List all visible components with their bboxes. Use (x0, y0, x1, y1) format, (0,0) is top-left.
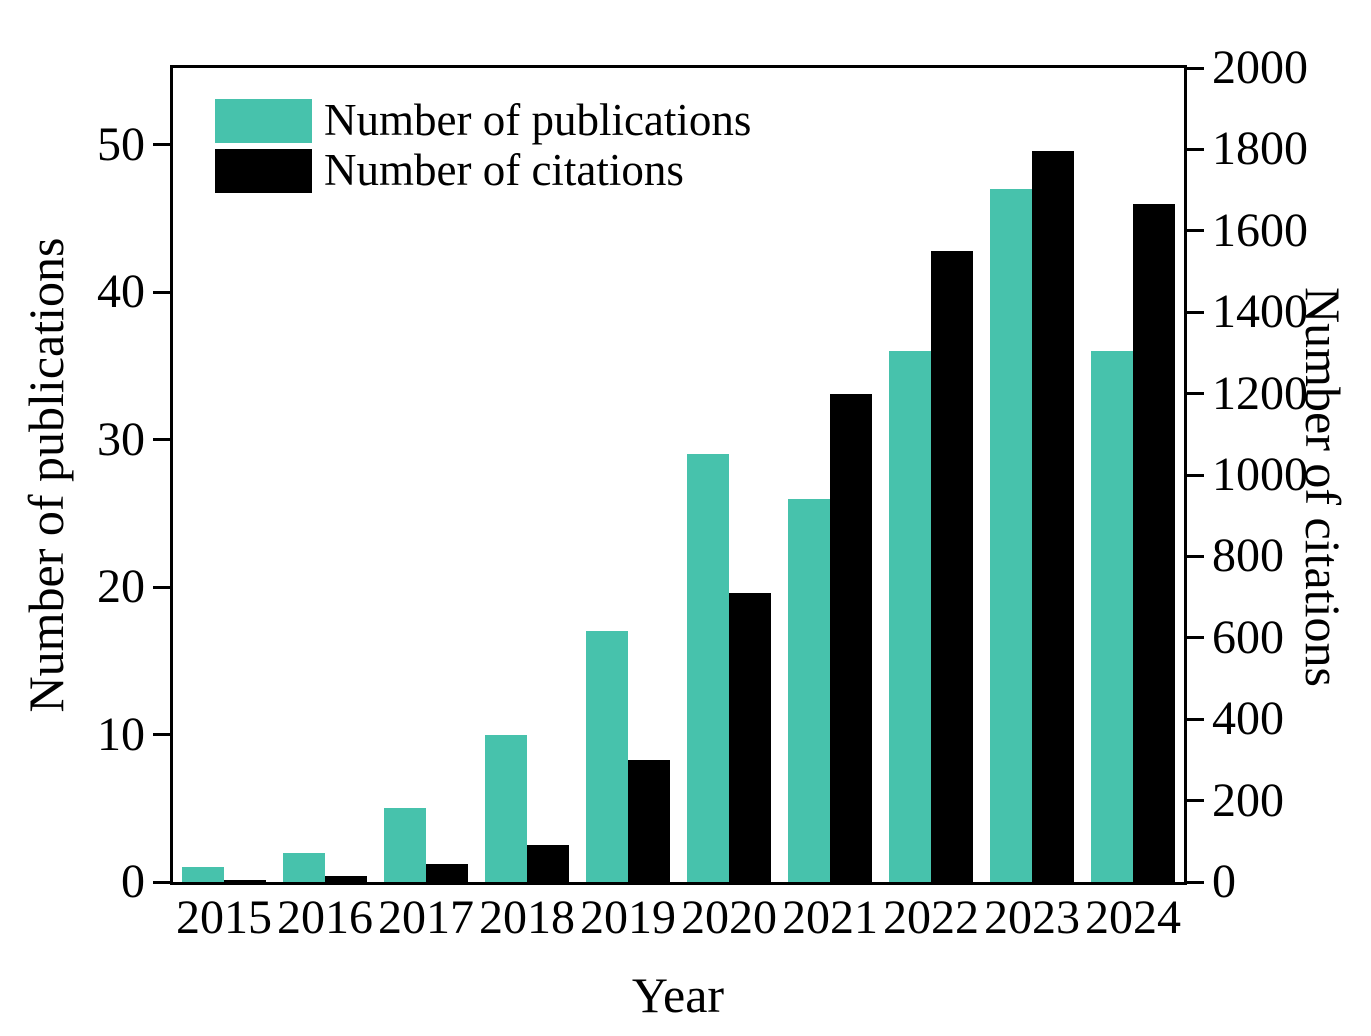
bar-citations-2016 (325, 876, 367, 882)
legend-item-citations: Number of citations (215, 148, 751, 193)
left-axis-tick (153, 291, 170, 294)
x-axis-tick-label: 2020 (681, 891, 777, 944)
right-axis-tick (1187, 799, 1204, 802)
left-axis-tick-label: 0 (121, 855, 145, 908)
bar-publications-2017 (384, 808, 426, 882)
bar-citations-2017 (426, 864, 468, 882)
bar-citations-2023 (1032, 151, 1074, 882)
bar-citations-2020 (729, 593, 771, 882)
left-axis-tick (153, 143, 170, 146)
citations-swatch (215, 148, 312, 193)
x-axis-tick-label: 2018 (479, 891, 575, 944)
right-axis-tick (1187, 474, 1204, 477)
bar-citations-2024 (1133, 204, 1175, 882)
right-axis-tick-label: 1800 (1212, 122, 1308, 175)
publications-swatch (215, 98, 312, 143)
left-axis-tick-label: 40 (97, 265, 145, 318)
legend-label-citations: Number of citations (324, 145, 684, 195)
x-axis-tick-label: 2021 (782, 891, 878, 944)
right-axis-tick (1187, 311, 1204, 314)
left-axis-tick (153, 733, 170, 736)
x-axis-tick-label: 2016 (277, 891, 373, 944)
bar-publications-2018 (485, 735, 527, 882)
x-axis-tick-label: 2015 (176, 891, 272, 944)
bar-publications-2020 (687, 454, 729, 882)
x-axis-title: Year (631, 967, 725, 1023)
left-axis-tick-label: 30 (97, 413, 145, 466)
left-axis-tick (153, 438, 170, 441)
right-axis-tick-label: 2000 (1212, 41, 1308, 94)
right-axis-tick (1187, 636, 1204, 639)
x-axis-tick-label: 2023 (984, 891, 1080, 944)
right-axis-tick-label: 0 (1212, 855, 1236, 908)
right-axis-tick (1187, 148, 1204, 151)
legend-label-publications: Number of publications (324, 95, 752, 145)
bar-publications-2023 (990, 189, 1032, 882)
bar-citations-2021 (830, 394, 872, 882)
x-axis-tick-label: 2024 (1085, 891, 1181, 944)
plot-area (170, 65, 1187, 885)
x-axis-tick-label: 2022 (883, 891, 979, 944)
right-axis-tick-label: 200 (1212, 774, 1284, 827)
y-axis-title-right: Number of citations (1295, 287, 1351, 687)
right-axis-tick-label: 600 (1212, 611, 1284, 664)
bar-publications-2019 (586, 631, 628, 882)
bar-citations-2019 (628, 760, 670, 882)
bar-publications-2024 (1091, 351, 1133, 882)
right-axis-tick-label: 1600 (1212, 204, 1308, 257)
right-axis-tick-label: 400 (1212, 692, 1284, 745)
bar-citations-2018 (527, 845, 569, 882)
right-axis-tick-label: 1400 (1212, 285, 1308, 338)
bar-publications-2015 (182, 867, 224, 882)
right-axis-tick (1187, 555, 1204, 558)
right-axis-tick (1187, 67, 1204, 70)
left-axis-tick-label: 10 (97, 708, 145, 761)
right-axis-tick (1187, 392, 1204, 395)
right-axis-tick-label: 800 (1212, 529, 1284, 582)
bar-publications-2022 (889, 351, 931, 882)
legend: Number of publications Number of citatio… (215, 98, 751, 198)
bar-citations-2015 (224, 880, 266, 882)
y-axis-title-left: Number of publications (18, 237, 74, 713)
left-axis-tick (153, 586, 170, 589)
right-axis-tick-label: 1000 (1212, 448, 1308, 501)
bar-citations-2022 (931, 251, 973, 882)
x-axis-tick-label: 2019 (580, 891, 676, 944)
left-axis-tick-label: 50 (97, 118, 145, 171)
bar-publications-2016 (283, 853, 325, 882)
right-axis-tick (1187, 718, 1204, 721)
right-axis-tick (1187, 881, 1204, 884)
right-axis-tick-label: 1200 (1212, 367, 1308, 420)
left-axis-tick-label: 20 (97, 560, 145, 613)
left-axis-tick (153, 881, 170, 884)
legend-item-publications: Number of publications (215, 98, 751, 143)
bar-publications-2021 (788, 499, 830, 882)
x-axis-tick-label: 2017 (378, 891, 474, 944)
right-axis-tick (1187, 229, 1204, 232)
